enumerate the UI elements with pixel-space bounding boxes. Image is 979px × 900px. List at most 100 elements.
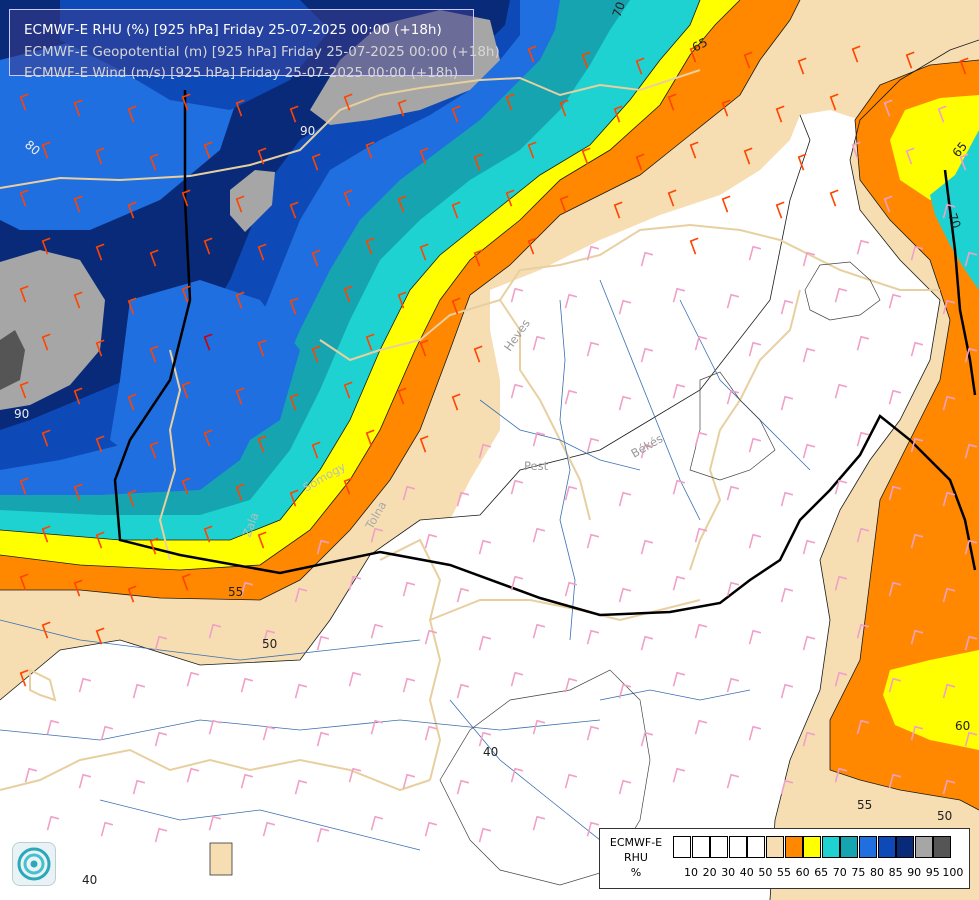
wind-barb (726, 293, 740, 309)
wind-barb (586, 437, 600, 453)
wind-barb (510, 671, 524, 687)
wind-barb (154, 635, 168, 651)
wind-barb (343, 189, 353, 207)
wind-barb (95, 435, 105, 453)
wind-barb (478, 635, 492, 651)
wind-barb (149, 441, 159, 459)
wind-barb (73, 483, 83, 501)
wind-barb (419, 435, 429, 453)
wind-barb (527, 45, 537, 63)
legend-swatch (691, 836, 710, 858)
wind-barb (208, 623, 222, 639)
wind-barb (743, 147, 753, 165)
wind-barb (618, 299, 632, 315)
wind-barb (203, 333, 213, 351)
wind-barb (397, 195, 407, 213)
wind-barb (640, 539, 654, 555)
wind-barb (581, 51, 591, 69)
wind-barb (235, 291, 245, 309)
wind-barb (343, 285, 353, 303)
legend-swatch (840, 836, 859, 858)
wind-barb (402, 677, 416, 693)
legend-swatch (766, 836, 784, 858)
wind-barb (942, 779, 956, 795)
wind-barb (942, 683, 956, 699)
wind-barb (559, 99, 569, 117)
wind-barb (73, 387, 83, 405)
wind-barb (456, 779, 470, 795)
wind-barb (294, 779, 308, 795)
legend-title-var: RHU (624, 851, 648, 864)
wind-barb (181, 189, 191, 207)
wind-barb (905, 147, 915, 165)
wind-barb (181, 573, 191, 591)
legend-tick-label: 80 (870, 866, 884, 879)
wind-barb (289, 489, 299, 507)
wind-barb (586, 245, 600, 261)
wind-barb (834, 767, 848, 783)
legend-tick-label: 70 (832, 866, 847, 879)
wind-barb (451, 297, 461, 315)
wind-barb (672, 479, 686, 495)
wind-barb (203, 141, 213, 159)
wind-barb (802, 731, 816, 747)
contour-label-50-left: 50 (262, 637, 277, 651)
wind-barb (780, 299, 794, 315)
legend-swatch (933, 836, 952, 858)
wind-barb (910, 437, 924, 453)
legend-swatch (859, 836, 877, 858)
wind-barb (95, 627, 105, 645)
wind-barb (726, 773, 740, 789)
wind-barb (505, 189, 515, 207)
legend-tick-label: 95 (925, 866, 940, 879)
wind-barb (316, 539, 330, 555)
wind-barb (370, 527, 384, 543)
wind-barb (937, 105, 947, 123)
wind-barb (289, 201, 299, 219)
wind-barb (640, 635, 654, 651)
wind-barb (888, 389, 902, 405)
wind-barb (397, 387, 407, 405)
wind-barb (672, 575, 686, 591)
wind-barb (478, 827, 492, 843)
wind-barb (127, 105, 137, 123)
wind-barb (78, 677, 92, 693)
wind-barb (672, 671, 686, 687)
wind-barb (510, 287, 524, 303)
wind-barb (181, 285, 191, 303)
wind-barb (883, 195, 893, 213)
contour-label-40-bottom: 40 (82, 873, 97, 887)
wind-barb (667, 93, 677, 111)
wind-barb (910, 341, 924, 357)
wind-barb (748, 437, 762, 453)
wind-barb (149, 345, 159, 363)
wind-barb (149, 537, 159, 555)
wind-barb (581, 147, 591, 165)
wind-barb (149, 249, 159, 267)
wind-barb (19, 381, 29, 399)
legend-swatch (784, 836, 803, 858)
wind-barb (257, 435, 267, 453)
wind-barb (132, 779, 146, 795)
wind-barb (46, 719, 60, 735)
wind-barb (856, 239, 870, 255)
wind-barb (424, 821, 438, 837)
wind-barb (613, 105, 623, 123)
wind-barb (726, 485, 740, 501)
wind-barb (473, 345, 483, 363)
wind-barb (775, 105, 785, 123)
wind-barb (473, 153, 483, 171)
wind-barb (856, 527, 870, 543)
rhu-east-70-north (930, 130, 979, 290)
wind-barb (154, 827, 168, 843)
wind-barb (726, 389, 740, 405)
wind-barbs (19, 45, 978, 843)
wind-barb (73, 99, 83, 117)
wind-barb (257, 339, 267, 357)
wind-barb (419, 243, 429, 261)
wind-barb (343, 477, 353, 495)
contour-label-70-right: 70 (945, 211, 963, 230)
wind-barb (694, 623, 708, 639)
wind-barb (186, 767, 200, 783)
wind-barb (586, 725, 600, 741)
